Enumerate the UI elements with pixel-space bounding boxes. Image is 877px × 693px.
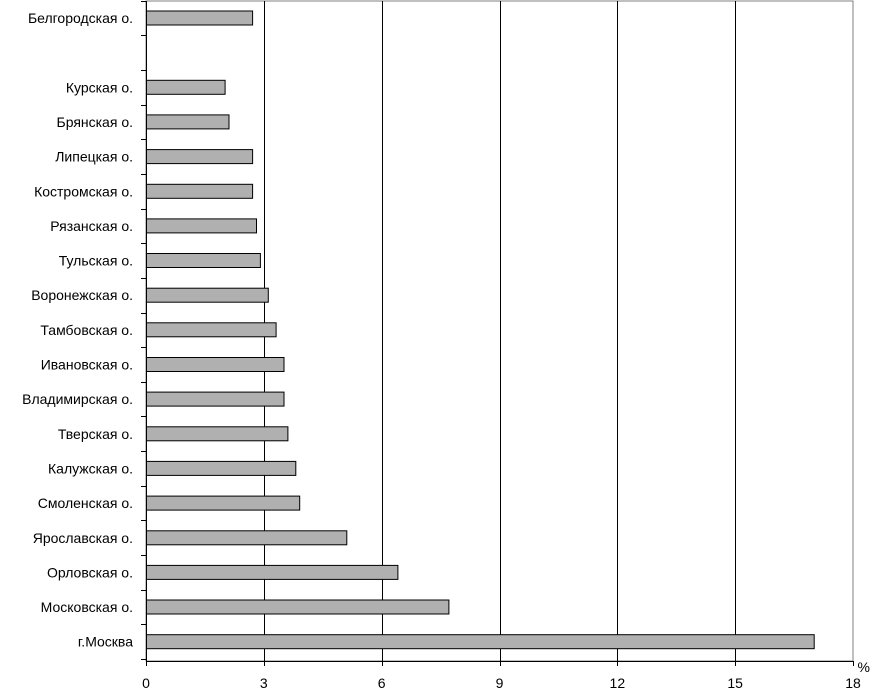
category-label: Калужская о.: [48, 460, 133, 476]
x-tick-label: 12: [610, 675, 626, 691]
category-label: г.Москва: [78, 634, 133, 650]
category-label: Смоленская о.: [38, 495, 133, 511]
category-label: Воронежская о.: [31, 287, 133, 303]
bar: [146, 460, 297, 476]
bar: [146, 149, 254, 165]
x-tick-label: 9: [496, 675, 504, 691]
bar: [146, 287, 269, 303]
category-label: Орловская о.: [47, 564, 133, 580]
bar: [146, 530, 348, 546]
category-label: Курская о.: [66, 79, 133, 95]
category-label: Московская о.: [41, 599, 133, 615]
category-label: Ивановская о.: [41, 357, 133, 373]
x-tick-label: 3: [260, 675, 268, 691]
category-label: Костромская о.: [34, 183, 133, 199]
category-label: Белгородская о.: [28, 10, 133, 26]
category-label: Тверская о.: [58, 426, 133, 442]
x-tick-label: 0: [142, 675, 150, 691]
bar: [146, 391, 285, 407]
bars: [146, 10, 815, 650]
category-label: Владимирская о.: [22, 391, 133, 407]
bar: [146, 599, 450, 615]
category-label: Брянская о.: [57, 114, 134, 130]
x-axis-unit: %: [858, 659, 870, 675]
bar: [146, 495, 301, 511]
bar: [146, 114, 230, 130]
bar: [146, 426, 289, 442]
bar: [146, 79, 226, 95]
category-label: Тамбовская о.: [40, 322, 133, 338]
bar: [146, 253, 261, 268]
bar: [146, 183, 254, 199]
bar: [146, 10, 254, 26]
x-tick-label: 15: [727, 675, 743, 691]
category-label: Рязанская о.: [50, 218, 133, 234]
category-labels: Белгородская о. Курская о. Брянская о. Липе…: [22, 10, 133, 650]
x-axis: 0 3 6 9 12 15 18: [141, 1, 861, 691]
bar: [146, 357, 285, 372]
category-label: Ярославская о.: [33, 530, 133, 546]
x-tick-label: 18: [845, 675, 861, 691]
bar: [146, 322, 277, 338]
x-tick-label: 6: [378, 675, 386, 691]
bar: [146, 218, 257, 234]
category-label: Липецкая о.: [55, 149, 133, 165]
bar: [146, 564, 399, 580]
category-label: Тульская о.: [59, 253, 133, 269]
bar: [146, 634, 815, 650]
